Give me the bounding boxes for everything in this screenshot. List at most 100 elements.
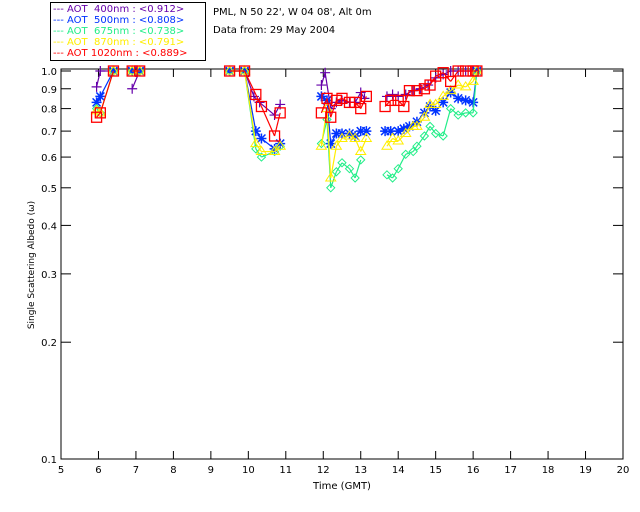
- data-point: [349, 132, 362, 142]
- y-tick-label: 0.3: [41, 270, 57, 281]
- data-point: [336, 92, 348, 105]
- legend-label: AOT 1020nm : <0.889>: [67, 48, 188, 59]
- x-tick-label: 11: [279, 465, 292, 476]
- data-point: [430, 70, 442, 82]
- series-line: [435, 96, 444, 105]
- data-point: [95, 91, 106, 102]
- series-line: [405, 125, 414, 134]
- data-point: [418, 111, 431, 121]
- series-line: [255, 143, 262, 152]
- data-point: [94, 107, 106, 119]
- data-point: [438, 97, 449, 108]
- series-line: [330, 100, 337, 118]
- legend-item-1020nm: --- AOT 1020nm : <0.889>: [53, 48, 188, 59]
- series-line: [348, 168, 356, 179]
- data-point: [107, 65, 120, 77]
- data-point: [350, 173, 360, 183]
- series-line: [96, 70, 101, 88]
- series-line: [416, 88, 425, 92]
- series-line: [244, 70, 257, 95]
- data-point: [387, 173, 398, 183]
- legend-item-400nm: --- AOT 400nm : <0.912>: [53, 4, 185, 15]
- data-point: [380, 126, 391, 137]
- data-point: [393, 163, 403, 174]
- plot-frame: [60, 68, 624, 460]
- data-point: [255, 100, 268, 113]
- series-line: [442, 108, 452, 137]
- series-line: [405, 150, 414, 155]
- data-point: [408, 146, 418, 157]
- series-line: [416, 116, 425, 127]
- data-point: [411, 84, 423, 97]
- data-point: [399, 127, 412, 138]
- series-line: [99, 70, 115, 114]
- y-tick-label: 0.5: [41, 184, 57, 195]
- data-point: [459, 80, 472, 91]
- series-2: [91, 66, 482, 193]
- series-line: [416, 135, 425, 147]
- data-point: [386, 132, 399, 142]
- data-point: [91, 97, 102, 108]
- x-tick-label: 18: [542, 465, 555, 476]
- data-point: [344, 163, 355, 174]
- series-line: [423, 104, 431, 118]
- series-line: [386, 138, 394, 147]
- series-line: [255, 94, 262, 107]
- x-tick-label: 10: [242, 465, 255, 476]
- series-line: [335, 138, 343, 147]
- data-point: [360, 132, 373, 142]
- data-point: [356, 155, 366, 165]
- data-point: [452, 65, 464, 77]
- data-point: [95, 66, 106, 76]
- data-point: [392, 135, 405, 145]
- series-line: [341, 162, 350, 170]
- x-tick-label: 20: [617, 465, 630, 476]
- data-point: [350, 130, 361, 141]
- data-point: [324, 172, 337, 182]
- data-point: [471, 65, 483, 77]
- data-point: [400, 149, 411, 159]
- series-line: [341, 97, 350, 103]
- series-line: [435, 132, 444, 137]
- series-line: [360, 138, 367, 152]
- data-point: [437, 90, 450, 100]
- data-point: [411, 120, 423, 130]
- data-point: [249, 137, 262, 148]
- legend-item-500nm: --- AOT 500nm : <0.808>: [53, 15, 185, 26]
- data-point: [459, 65, 472, 77]
- data-point: [354, 145, 367, 156]
- data-point: [403, 84, 416, 97]
- data-point: [467, 75, 480, 85]
- data-point: [336, 132, 348, 142]
- series-line: [320, 72, 326, 86]
- data-point: [460, 108, 471, 118]
- x-tick-label: 12: [317, 465, 330, 476]
- x-tick-label: 15: [429, 465, 442, 476]
- series-line: [403, 90, 411, 107]
- data-point: [325, 138, 336, 149]
- data-point: [268, 130, 281, 142]
- data-point: [343, 130, 356, 140]
- data-point: [361, 126, 372, 137]
- x-tick-label: 5: [58, 465, 64, 476]
- data-point: [460, 95, 471, 106]
- legend: --- AOT 400nm : <0.912> --- AOT 500nm : …: [50, 2, 206, 61]
- y-tick-label: 0.7: [41, 127, 57, 138]
- series-line: [429, 125, 437, 134]
- data-point: [430, 105, 441, 116]
- data-point: [385, 94, 397, 107]
- data-point: [393, 126, 404, 137]
- data-point: [355, 102, 367, 115]
- data-point: [445, 87, 456, 98]
- data-point: [256, 152, 267, 162]
- legend-label: AOT 870nm : <0.791>: [67, 37, 185, 48]
- data-point: [355, 126, 366, 137]
- data-point: [238, 65, 251, 75]
- data-point: [425, 101, 436, 112]
- data-point: [274, 107, 286, 119]
- data-point: [468, 108, 478, 118]
- series-line: [360, 96, 367, 109]
- data-point: [429, 98, 442, 108]
- data-point: [424, 98, 436, 108]
- data-point: [255, 145, 268, 156]
